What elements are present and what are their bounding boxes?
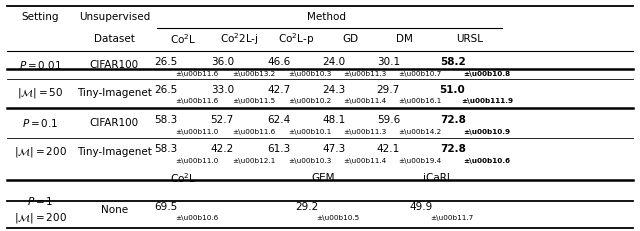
Text: 26.5: 26.5: [154, 85, 178, 94]
Text: Method: Method: [307, 12, 346, 22]
Text: 30.1: 30.1: [377, 58, 400, 67]
Text: 42.1: 42.1: [377, 144, 400, 154]
Text: Tiny-Imagenet: Tiny-Imagenet: [77, 88, 152, 97]
Text: ±\u00b11.4: ±\u00b11.4: [344, 158, 387, 164]
Text: Co$^2$L: Co$^2$L: [170, 171, 196, 185]
Text: ±\u00b11.0: ±\u00b11.0: [175, 158, 219, 164]
Text: ±\u00b11.6: ±\u00b11.6: [232, 129, 275, 135]
Text: GEM: GEM: [312, 173, 335, 183]
Text: ±\u00b16.1: ±\u00b16.1: [398, 98, 441, 104]
Text: ±\u00b11.3: ±\u00b11.3: [344, 71, 387, 77]
Text: ±\u00b19.4: ±\u00b19.4: [398, 158, 441, 164]
Text: ±\u00b10.6: ±\u00b10.6: [463, 158, 510, 164]
Text: 36.0: 36.0: [211, 58, 234, 67]
Text: ±\u00b111.9: ±\u00b111.9: [461, 98, 513, 104]
Text: ±\u00b11.3: ±\u00b11.3: [344, 129, 387, 135]
Text: 48.1: 48.1: [323, 115, 346, 125]
Text: 72.8: 72.8: [440, 115, 467, 125]
Text: ±\u00b10.3: ±\u00b10.3: [289, 158, 332, 164]
Text: Setting: Setting: [22, 12, 59, 22]
Text: ±\u00b11.4: ±\u00b11.4: [344, 98, 387, 104]
Text: 29.7: 29.7: [377, 85, 400, 94]
Text: 29.2: 29.2: [295, 202, 318, 212]
Text: Co$^2$L: Co$^2$L: [170, 32, 196, 46]
Text: DM: DM: [397, 34, 413, 44]
Text: 42.7: 42.7: [268, 85, 291, 94]
Text: ±\u00b10.7: ±\u00b10.7: [398, 71, 441, 77]
Text: 58.3: 58.3: [154, 115, 178, 125]
Text: 33.0: 33.0: [211, 85, 234, 94]
Text: 59.6: 59.6: [377, 115, 400, 125]
Text: ±\u00b10.9: ±\u00b10.9: [463, 129, 510, 135]
Text: 24.3: 24.3: [323, 85, 346, 94]
Text: ±\u00b10.8: ±\u00b10.8: [463, 71, 510, 77]
Text: ±\u00b10.6: ±\u00b10.6: [175, 215, 219, 221]
Text: ±\u00b11.7: ±\u00b11.7: [431, 215, 474, 221]
Text: CIFAR100: CIFAR100: [90, 61, 139, 70]
Text: Co$^2$2L-j: Co$^2$2L-j: [220, 31, 259, 47]
Text: 26.5: 26.5: [154, 58, 178, 67]
Text: Tiny-Imagenet: Tiny-Imagenet: [77, 147, 152, 157]
Text: CIFAR100: CIFAR100: [90, 118, 139, 128]
Text: Co$^2$L-p: Co$^2$L-p: [278, 31, 314, 47]
Text: 58.3: 58.3: [154, 144, 178, 154]
Text: 61.3: 61.3: [268, 144, 291, 154]
Text: 42.2: 42.2: [211, 144, 234, 154]
Text: 51.0: 51.0: [439, 85, 465, 94]
Text: 47.3: 47.3: [323, 144, 346, 154]
Text: $P = 0.01$: $P = 0.01$: [19, 59, 62, 71]
Text: ±\u00b12.1: ±\u00b12.1: [232, 158, 275, 164]
Text: 62.4: 62.4: [268, 115, 291, 125]
Text: ±\u00b10.2: ±\u00b10.2: [289, 98, 332, 104]
Text: ±\u00b10.5: ±\u00b10.5: [316, 215, 360, 221]
Text: iCaRL: iCaRL: [422, 173, 452, 183]
Text: $P = 0.1$: $P = 0.1$: [22, 117, 59, 129]
Text: ±\u00b10.1: ±\u00b10.1: [289, 129, 332, 135]
Text: 46.6: 46.6: [268, 58, 291, 67]
Text: None: None: [101, 205, 128, 215]
Text: ±\u00b11.5: ±\u00b11.5: [232, 98, 275, 104]
Text: Unsupervised: Unsupervised: [79, 12, 150, 22]
Text: 72.8: 72.8: [440, 144, 467, 154]
Text: 58.2: 58.2: [440, 58, 467, 67]
Text: ±\u00b10.3: ±\u00b10.3: [289, 71, 332, 77]
Text: ±\u00b11.6: ±\u00b11.6: [175, 71, 219, 77]
Text: ±\u00b14.2: ±\u00b14.2: [398, 129, 441, 135]
Text: ±\u00b11.6: ±\u00b11.6: [175, 98, 219, 104]
Text: 69.5: 69.5: [154, 202, 178, 212]
Text: $P = 1$
$|\mathcal{M}| = 200$: $P = 1$ $|\mathcal{M}| = 200$: [14, 195, 67, 225]
Text: Dataset: Dataset: [94, 34, 135, 44]
Text: ±\u00b11.0: ±\u00b11.0: [175, 129, 219, 135]
Text: 24.0: 24.0: [323, 58, 346, 67]
Text: URSL: URSL: [456, 34, 484, 44]
Text: $|\mathcal{M}| = 200$: $|\mathcal{M}| = 200$: [14, 145, 67, 159]
Text: GD: GD: [342, 34, 358, 44]
Text: ±\u00b13.2: ±\u00b13.2: [232, 71, 275, 77]
Text: $|\mathcal{M}| = 50$: $|\mathcal{M}| = 50$: [17, 85, 63, 100]
Text: 52.7: 52.7: [211, 115, 234, 125]
Text: 49.9: 49.9: [409, 202, 433, 212]
